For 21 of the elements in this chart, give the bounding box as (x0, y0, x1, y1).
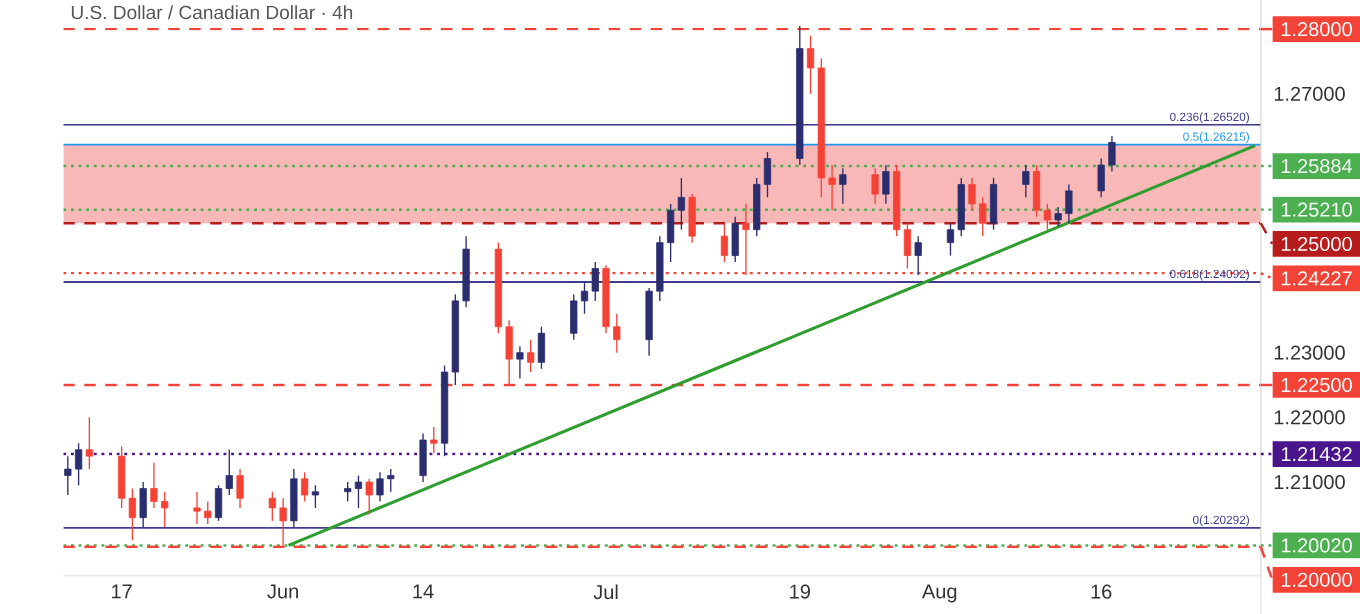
chart-title: U.S. Dollar / Canadian Dollar · 4h (71, 5, 353, 20)
ref-line-label: 1.22500 (1281, 377, 1352, 393)
x-tick-label: 16 (1091, 584, 1112, 599)
y-tick-label: 1.23000 (1274, 345, 1345, 360)
ref-line-label: 1.25210 (1281, 202, 1352, 217)
ref-line-label: 1.25884 (1281, 158, 1353, 174)
x-tick-label: 17 (112, 584, 132, 599)
x-tick-label: Aug (921, 584, 957, 603)
y-tick-label: 1.27000 (1274, 86, 1345, 101)
ref-line-label: 1.20020 (1281, 538, 1352, 553)
legend-label: 1.20000 (1281, 572, 1352, 587)
ref-line-label: 1.28000 (1281, 22, 1352, 37)
x-tick-label: Jun (267, 584, 298, 599)
ref-line-label: 1.21432 (1281, 447, 1352, 462)
x-tick-label: 14 (413, 584, 434, 599)
y-tick-label: 1.22000 (1274, 410, 1345, 425)
x-tick-label: 19 (790, 584, 810, 599)
legend-label: 1.25000 (1281, 236, 1352, 252)
ref-line-label: 1.24227 (1281, 271, 1352, 286)
x-tick-label: Jul (593, 584, 618, 600)
y-tick-label: 1.21000 (1274, 474, 1345, 490)
